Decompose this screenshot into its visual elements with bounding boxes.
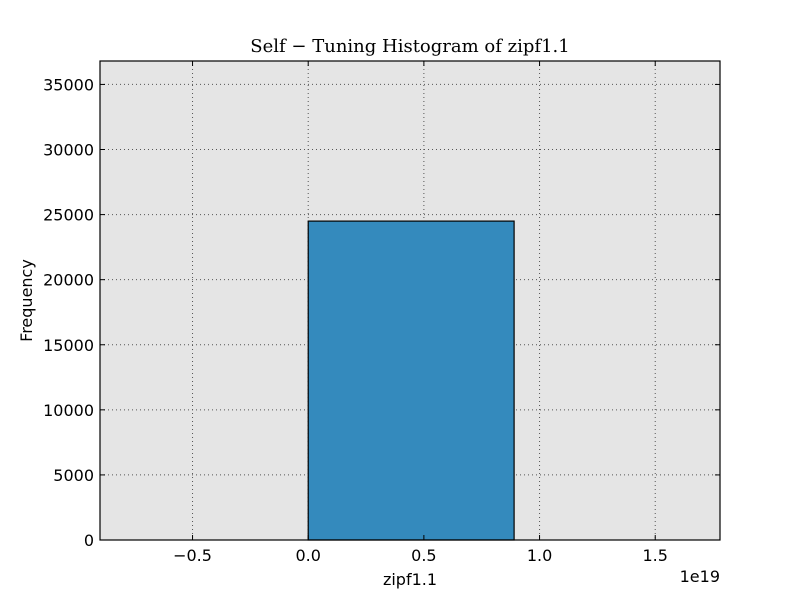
x-axis-label: zipf1.1 <box>383 570 437 589</box>
x-tick-label: 1.0 <box>527 546 552 565</box>
histogram-bars <box>307 220 515 541</box>
y-tick-label: 10000 <box>43 401 94 420</box>
x-tick-label: 0.5 <box>411 546 436 565</box>
y-tick-label: 25000 <box>43 206 94 225</box>
y-tick-label: 30000 <box>43 141 94 160</box>
histogram-bar <box>307 220 515 541</box>
plot-area-frame <box>99 60 721 541</box>
y-tick-label: 35000 <box>43 75 94 94</box>
x-tick-label: 0.0 <box>295 546 320 565</box>
y-tick-label: 5000 <box>53 466 94 485</box>
axis-ticks: −0.5 0.0 0.5 1.0 1.5 0 5000 10000 15000 20000 2500… <box>43 61 720 565</box>
y-tick-label: 15000 <box>43 336 94 355</box>
x-axis-offset-label: 1e19 <box>680 567 720 586</box>
y-tick-label: 0 <box>84 531 94 550</box>
x-tick-label: −0.5 <box>173 546 212 565</box>
y-tick-label: 20000 <box>43 271 94 290</box>
y-axis-label: Frequency <box>17 259 36 342</box>
x-tick-label: 1.5 <box>642 546 667 565</box>
chart-title: Self − Tuning Histogram of zipf1.1 <box>250 36 569 57</box>
